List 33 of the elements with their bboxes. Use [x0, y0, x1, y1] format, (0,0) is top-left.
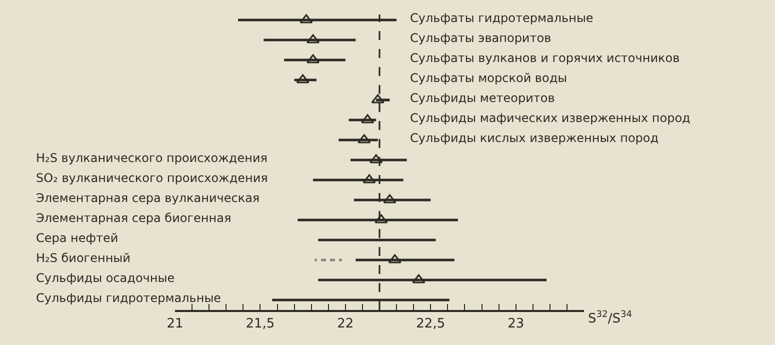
x-tick-label: 22,5 — [416, 316, 446, 332]
x-tick-label: 23 — [508, 316, 524, 332]
point — [300, 14, 313, 24]
y-tick-label: Элементарная сера вулканическая — [36, 191, 260, 205]
x-tick-label: 21 — [166, 316, 184, 332]
point — [362, 174, 376, 184]
y2-tick-label: Сульфаты вулканов и горячих источников — [410, 51, 680, 65]
x-axis-title: S$^{32}$/S$^{34}$ — [588, 310, 632, 326]
y2-tick-label: Сульфиды мафических изверженных пород — [410, 111, 690, 125]
y-tick-label: Сера нефтей — [36, 231, 118, 245]
y2-tick-label: Сульфаты морской воды — [410, 71, 568, 85]
point — [296, 74, 310, 84]
point — [370, 154, 383, 164]
y2-tick-label: Сульфиды метеоритов — [410, 91, 555, 105]
point — [383, 194, 396, 204]
point — [371, 94, 384, 104]
y2-tick-label: Сульфаты гидротермальные — [410, 11, 594, 25]
x-tick-label: 22 — [337, 316, 354, 332]
y2-tick-label: Сульфиды кислых изверженных пород — [410, 131, 659, 145]
y-tick-label: SO₂ вулканического происхождения — [36, 171, 268, 185]
y-tick-label: Элементарная сера биогенная — [36, 211, 232, 225]
y-tick-label: Сульфиды гидротермальные — [36, 291, 222, 305]
point — [361, 114, 374, 124]
point — [358, 134, 371, 144]
point — [412, 274, 426, 284]
point — [388, 254, 402, 264]
y-tick-label: H₂S биогенный — [36, 251, 130, 265]
x-tick-label: 21,5 — [246, 316, 275, 332]
y-tick-label: Сульфиды осадочные — [36, 271, 175, 285]
y2-tick-label: Сульфаты эвапоритов — [410, 31, 552, 45]
y-tick-label: H₂S вулканического происхождения — [36, 151, 268, 165]
bar — [314, 258, 342, 262]
point — [374, 214, 388, 224]
